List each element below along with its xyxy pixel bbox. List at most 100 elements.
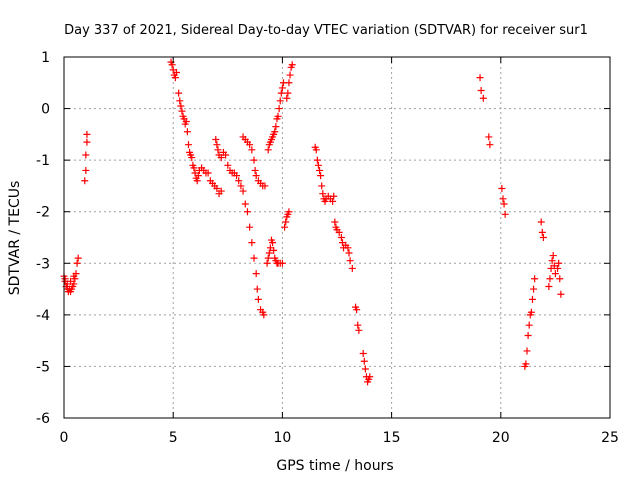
- data-point: [316, 166, 324, 174]
- data-point: [74, 254, 82, 262]
- data-point: [476, 74, 484, 82]
- data-point: [501, 210, 509, 218]
- data-point: [176, 97, 184, 105]
- y-tick-label: -5: [36, 359, 50, 375]
- data-point: [217, 154, 225, 162]
- data-point: [274, 112, 282, 120]
- data-point: [172, 68, 180, 76]
- data-point: [212, 136, 220, 144]
- data-point: [329, 197, 337, 205]
- data-point: [313, 156, 321, 164]
- data-point: [499, 195, 507, 203]
- y-axis-label: SDTVAR / TECUs: [7, 181, 23, 296]
- data-point: [527, 308, 535, 316]
- data-point: [554, 264, 562, 272]
- data-point: [522, 360, 530, 368]
- data-point: [282, 218, 290, 226]
- data-point: [283, 94, 291, 102]
- data-point: [285, 208, 293, 216]
- x-axis-label: GPS time / hours: [276, 458, 393, 474]
- data-point: [168, 61, 176, 69]
- data-point: [555, 259, 563, 267]
- data-point: [67, 277, 75, 285]
- data-point: [346, 257, 354, 265]
- data-point: [498, 185, 506, 193]
- data-point: [537, 218, 545, 226]
- data-point: [252, 172, 260, 180]
- y-tick-label: -6: [36, 411, 50, 427]
- data-point: [345, 249, 353, 257]
- y-tick-label: -2: [36, 205, 50, 221]
- data-point: [335, 228, 343, 236]
- data-point: [194, 172, 202, 180]
- data-point: [184, 141, 192, 149]
- x-tick-label: 10: [273, 430, 291, 446]
- data-point: [485, 133, 493, 141]
- data-point: [276, 97, 284, 105]
- data-point: [213, 141, 221, 149]
- data-point: [260, 311, 268, 319]
- data-point: [361, 365, 369, 373]
- data-point: [360, 357, 368, 365]
- data-point: [224, 161, 232, 169]
- data-point: [243, 208, 251, 216]
- x-axis: 0 5 10 15 20 25: [60, 57, 619, 446]
- plot-frame: [63, 56, 611, 419]
- data-point: [278, 84, 286, 92]
- data-point: [246, 141, 254, 149]
- data-point: [486, 141, 494, 149]
- data-point: [73, 259, 81, 267]
- data-point: [270, 246, 278, 254]
- data-point: [175, 89, 183, 97]
- data-point: [331, 218, 339, 226]
- data-point: [317, 172, 325, 180]
- data-point: [171, 74, 179, 82]
- data-point: [248, 146, 256, 154]
- data-point: [286, 71, 294, 79]
- data-point: [248, 239, 256, 247]
- data-point: [264, 254, 272, 262]
- data-point: [312, 146, 320, 154]
- data-point: [83, 130, 91, 138]
- data-point: [355, 326, 363, 334]
- y-tick-label: 1: [41, 50, 50, 66]
- data-point: [546, 275, 554, 283]
- data-point: [281, 223, 289, 231]
- data-point: [269, 239, 277, 247]
- x-tick-label: 25: [601, 430, 619, 446]
- x-tick-label: 0: [60, 430, 69, 446]
- data-point: [353, 306, 361, 314]
- data-point: [70, 272, 78, 280]
- data-point: [318, 182, 326, 190]
- data-point: [214, 146, 222, 154]
- x-tick-label: 15: [383, 430, 401, 446]
- y-axis: -6 -5 -4 -3 -2 -1 0 1: [36, 50, 610, 427]
- data-point: [178, 107, 186, 115]
- data-point: [182, 117, 190, 125]
- data-point: [264, 146, 272, 154]
- data-point: [277, 89, 285, 97]
- data-point: [538, 228, 546, 236]
- data-point: [549, 252, 557, 260]
- data-point: [348, 264, 356, 272]
- data-point: [354, 321, 362, 329]
- data-point: [252, 270, 260, 278]
- data-point: [539, 234, 547, 241]
- data-point: [193, 177, 201, 185]
- y-tick-label: -4: [36, 308, 50, 324]
- data-point: [61, 275, 69, 283]
- data-point: [188, 154, 196, 162]
- data-point: [235, 177, 243, 185]
- data-point: [531, 275, 539, 283]
- data-point: [272, 123, 280, 131]
- data-point: [523, 347, 531, 355]
- data-point: [251, 166, 259, 174]
- data-point: [233, 172, 241, 180]
- data-point: [250, 254, 258, 262]
- data-point: [204, 169, 212, 177]
- data-point: [278, 259, 286, 267]
- data-point: [285, 79, 293, 87]
- data-point: [82, 151, 90, 159]
- grid: [64, 57, 610, 418]
